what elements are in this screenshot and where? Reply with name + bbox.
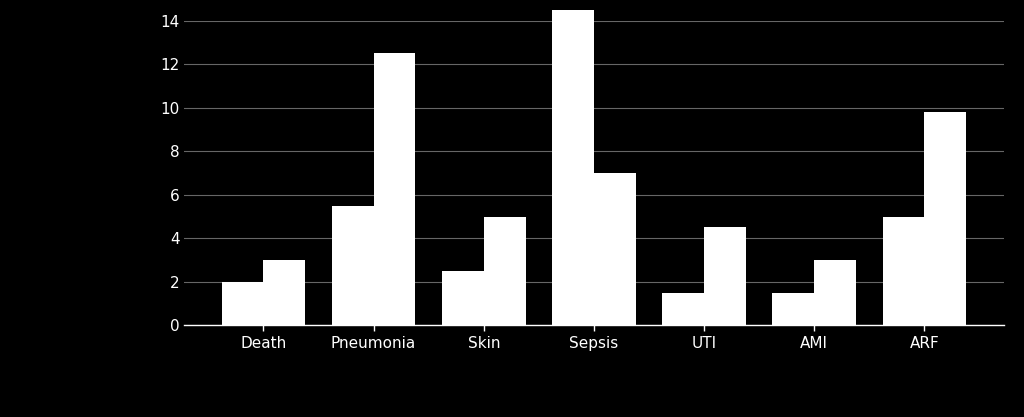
Bar: [263, 260, 305, 325]
Bar: [552, 10, 594, 325]
Bar: [221, 282, 263, 325]
Bar: [442, 271, 483, 325]
Bar: [332, 206, 374, 325]
Bar: [883, 216, 925, 325]
Bar: [663, 293, 705, 325]
Bar: [594, 173, 636, 325]
Bar: [483, 216, 525, 325]
Bar: [374, 53, 416, 325]
Bar: [814, 260, 856, 325]
Bar: [705, 227, 745, 325]
Bar: [772, 293, 814, 325]
Bar: [925, 112, 967, 325]
